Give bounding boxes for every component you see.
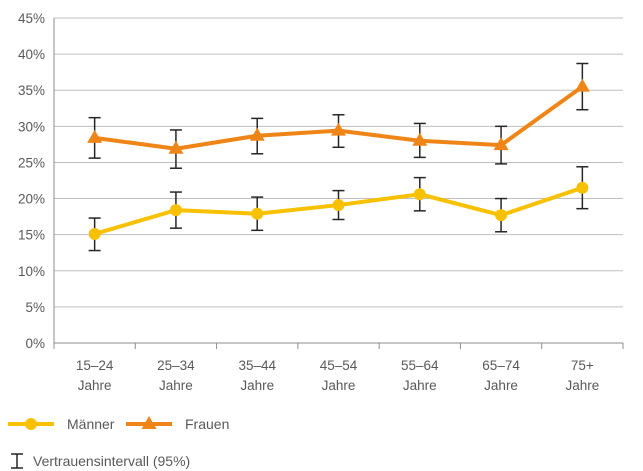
y-tick-label: 5% xyxy=(25,300,45,315)
x-tick-label: 15–24 xyxy=(76,358,114,373)
ci-icon xyxy=(11,454,23,468)
ci-legend-label: Vertrauensintervall (95%) xyxy=(33,453,190,469)
x-tick-label: 75+ xyxy=(571,358,594,373)
x-tick-label: 35–44 xyxy=(238,358,276,373)
data-point xyxy=(414,188,426,200)
x-tick-label: Jahre xyxy=(403,378,437,393)
x-tick-label: 25–34 xyxy=(157,358,195,373)
legend-item-confidence-interval: Vertrauensintervall (95%) xyxy=(11,453,190,469)
x-tick-label: 65–74 xyxy=(482,358,520,373)
data-point xyxy=(575,79,590,92)
data-point xyxy=(333,199,345,211)
legend-label: Frauen xyxy=(185,416,229,432)
y-tick-label: 40% xyxy=(18,47,45,62)
data-point xyxy=(495,209,507,221)
legend-label: Männer xyxy=(67,416,115,432)
x-tick-label: Jahre xyxy=(78,378,112,393)
x-tick-label: Jahre xyxy=(322,378,356,393)
y-tick-label: 0% xyxy=(25,336,45,351)
data-point xyxy=(89,228,101,240)
legend-item-frauen: Frauen xyxy=(126,416,229,432)
grid-lines xyxy=(54,18,623,343)
x-tick-label: Jahre xyxy=(240,378,274,393)
legend: Männer Frauen Vertrauensintervall (95%) xyxy=(8,416,229,469)
data-point xyxy=(170,204,182,216)
series-männer xyxy=(89,167,589,251)
x-tick-label: Jahre xyxy=(565,378,599,393)
series-layer xyxy=(87,64,590,251)
data-point xyxy=(251,208,263,220)
x-tick-label: 55–64 xyxy=(401,358,439,373)
series-frauen xyxy=(87,64,590,169)
y-tick-label: 30% xyxy=(18,119,45,134)
x-tick-label: 45–54 xyxy=(320,358,358,373)
x-tick-label: Jahre xyxy=(159,378,193,393)
data-point xyxy=(576,182,588,194)
y-axis: 0% 5% 10% 15% 20% 25% 30% 35% 40% 45% xyxy=(18,11,54,351)
legend-marker xyxy=(25,418,37,430)
y-tick-label: 35% xyxy=(18,83,45,98)
y-tick-label: 20% xyxy=(18,192,45,207)
x-axis: 15–24 Jahre 25–34 Jahre 35–44 Jahre 45–54 Jahre… xyxy=(54,343,623,393)
legend-item-männer: Männer xyxy=(8,416,115,432)
y-tick-label: 45% xyxy=(18,11,45,26)
x-tick-label: Jahre xyxy=(484,378,518,393)
y-tick-label: 25% xyxy=(18,155,45,170)
y-tick-label: 10% xyxy=(18,264,45,279)
data-point xyxy=(87,130,102,143)
y-tick-label: 15% xyxy=(18,228,45,243)
